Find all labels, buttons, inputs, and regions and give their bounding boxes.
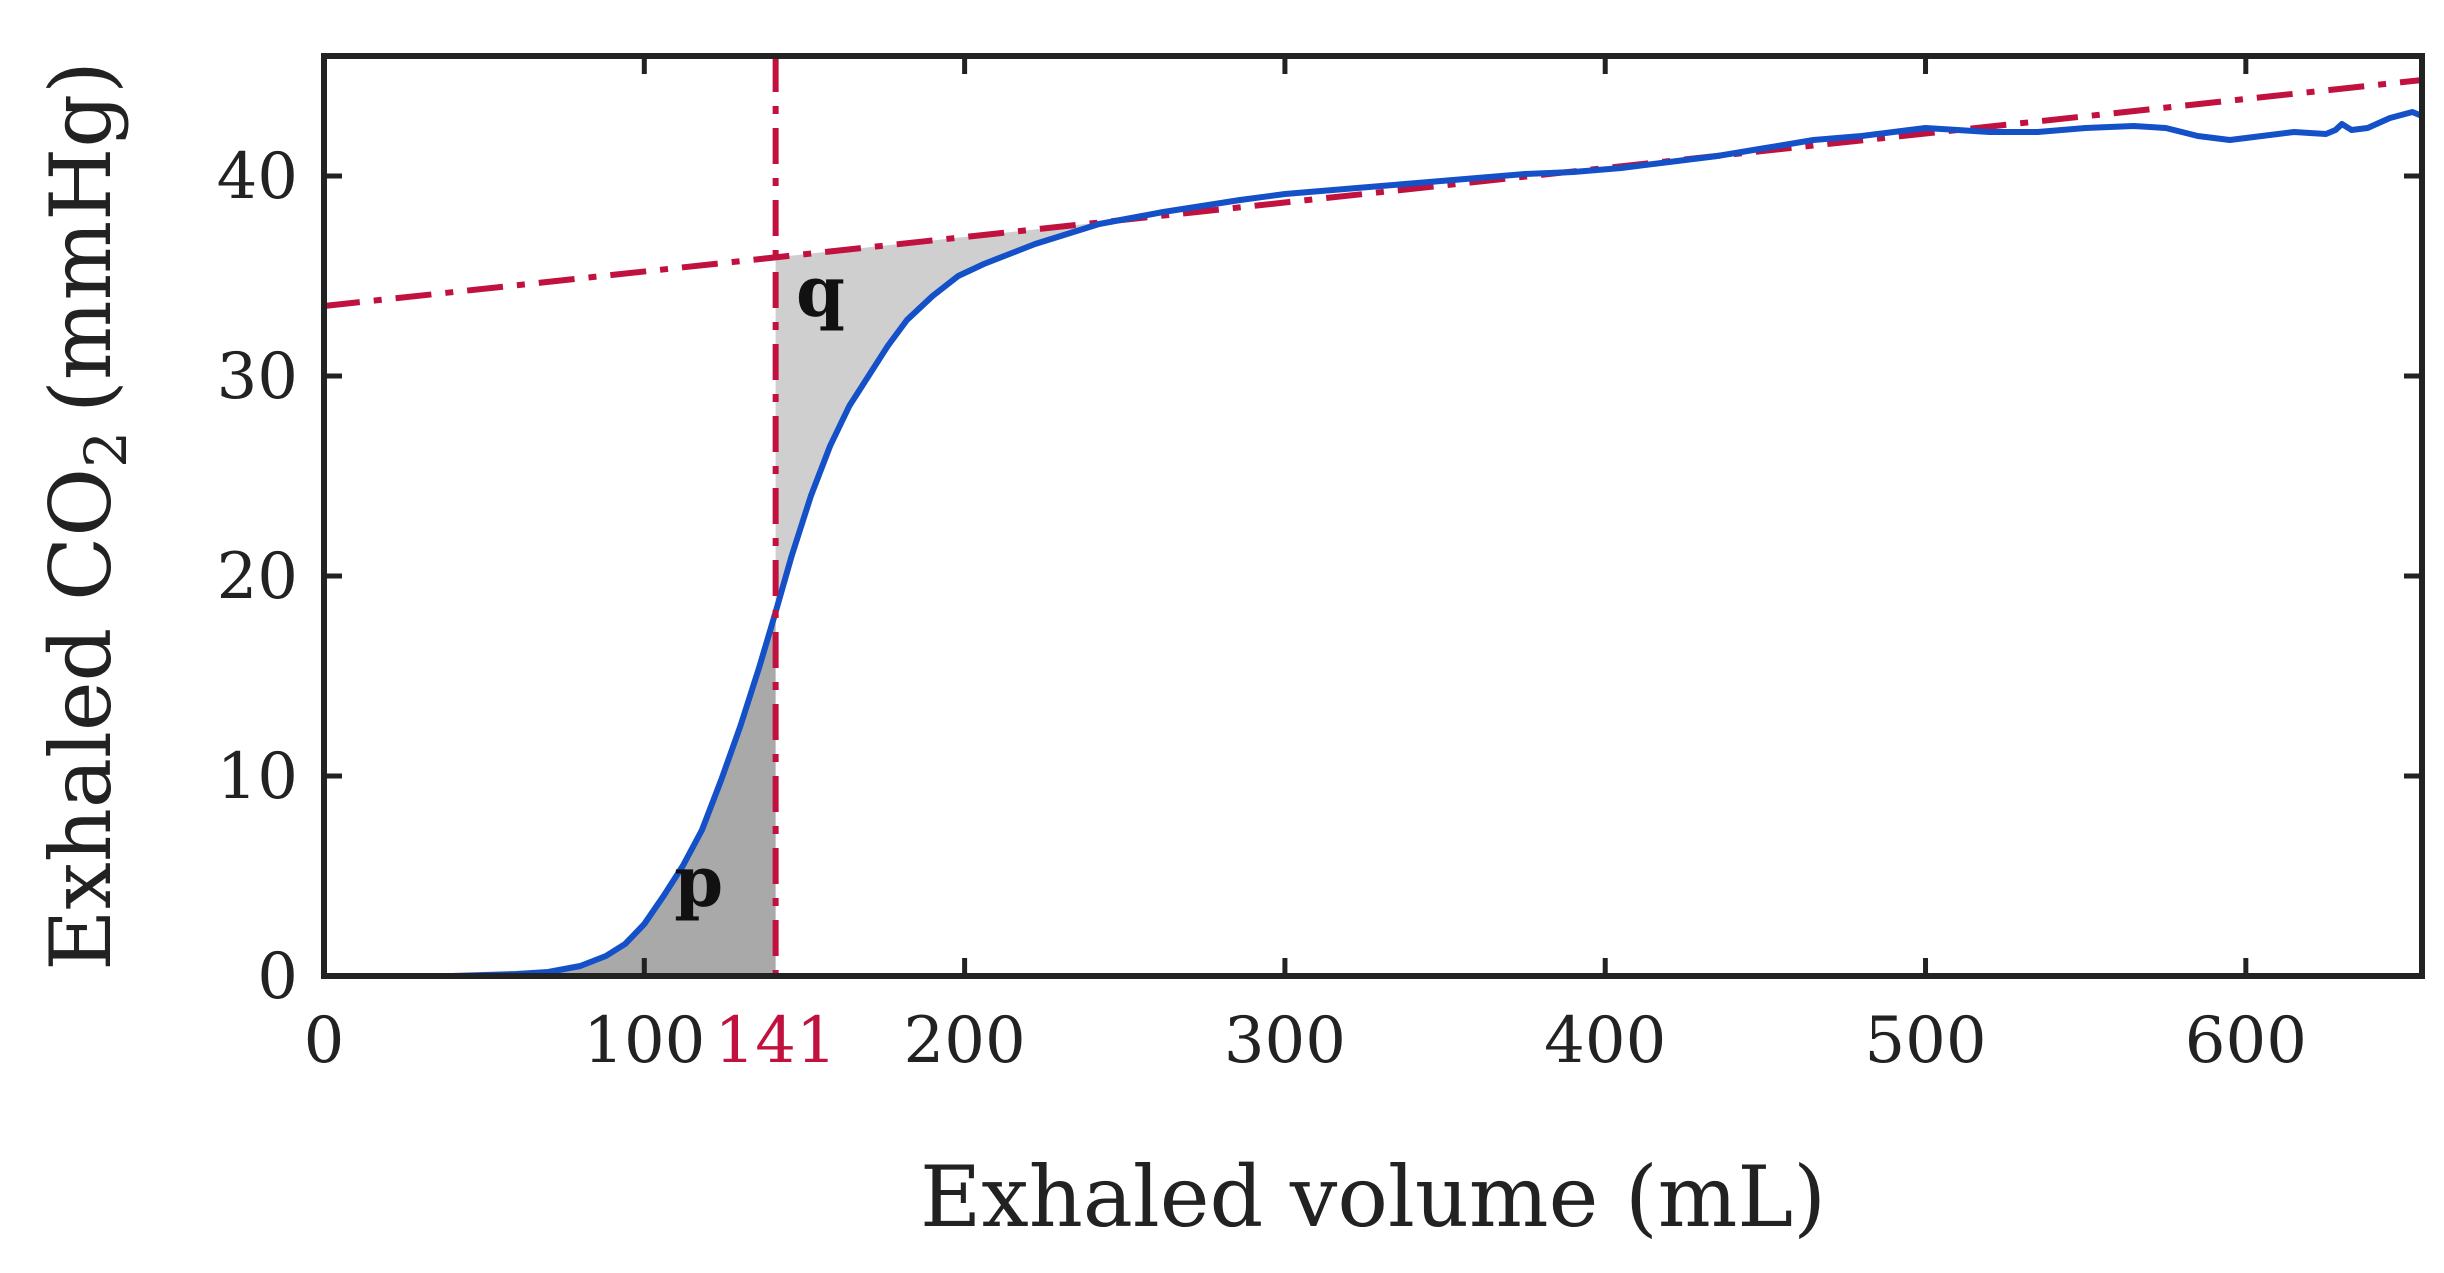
y-tick-label: 40 <box>217 140 298 214</box>
co2-curve <box>324 109 2424 979</box>
annotation-q: q <box>796 250 845 333</box>
x-axis-label: Exhaled volume (mL) <box>920 1148 1826 1246</box>
annotation-p: p <box>674 840 723 923</box>
axis-ticks <box>321 56 2422 979</box>
x-tick-label: 500 <box>1864 1004 1986 1078</box>
x-tick-label: 0 <box>304 1004 345 1078</box>
marker-tick-label: 141 <box>715 1004 837 1078</box>
y-tick-label: 0 <box>257 940 298 1014</box>
annotations: pq <box>674 250 845 923</box>
fit-line <box>323 77 2423 309</box>
y-tick-label: 30 <box>217 340 298 414</box>
x-tick-label: 600 <box>2185 1004 2307 1078</box>
plot-frame <box>321 53 2425 979</box>
axis-tick-labels: 0 100 200 300 400 500 600 0 10 20 30 40 141 <box>217 140 2307 1078</box>
y-axis-label-subscript: 2 <box>72 431 140 468</box>
area-q <box>775 218 1132 612</box>
area-p <box>324 612 776 976</box>
x-tick-label: 400 <box>1544 1004 1666 1078</box>
x-tick-label: 200 <box>904 1004 1026 1078</box>
fit-line-layer <box>323 77 2423 309</box>
y-axis-label-unit: (mmHg) <box>32 61 130 413</box>
y-axis-label: Exhaled CO2 (mmHg) <box>32 61 140 971</box>
y-tick-label: 20 <box>217 540 298 614</box>
y-tick-label: 10 <box>217 740 298 814</box>
y-axis-label-main: Exhaled CO <box>32 468 130 971</box>
x-tick-label: 100 <box>583 1004 705 1078</box>
area-shading <box>324 218 1132 976</box>
curve-layer <box>324 109 2424 979</box>
x-tick-label: 300 <box>1224 1004 1346 1078</box>
